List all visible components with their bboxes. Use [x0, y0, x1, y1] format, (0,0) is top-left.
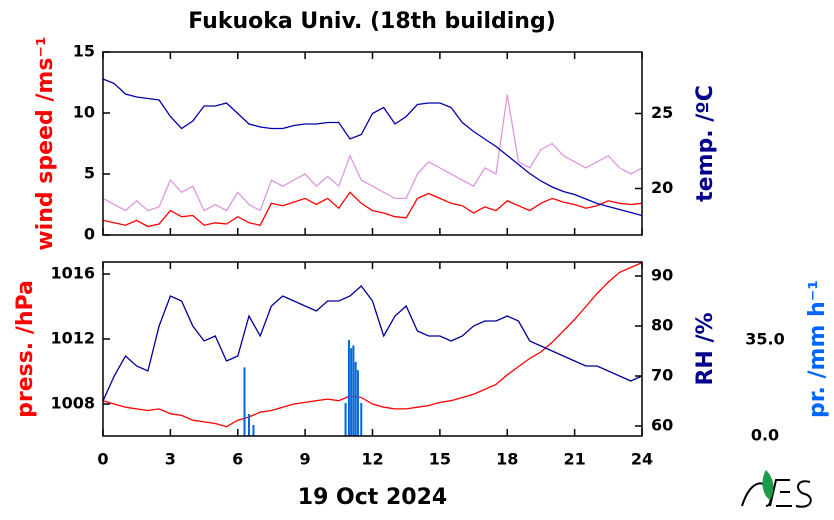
series-line	[102, 262, 643, 428]
precip-bar	[352, 345, 355, 436]
logo	[741, 470, 812, 508]
precip-bar	[350, 348, 353, 436]
x-tick-label: 24	[631, 450, 653, 469]
y-tick-label: 15	[73, 42, 95, 61]
x-tick-label: 6	[232, 450, 243, 469]
plot-frame	[102, 261, 643, 437]
y2-tick-label: 90	[651, 266, 673, 285]
y2-axis-label: temp. /ºC	[693, 85, 718, 202]
y-axis-label: press. /hPa	[13, 280, 38, 418]
x-axis-label: 19 Oct 2024	[298, 485, 447, 510]
y-tick-label: 1008	[50, 393, 95, 412]
x-tick-label: 9	[300, 450, 311, 469]
y2-tick-label: 80	[651, 316, 673, 335]
precip-bar	[354, 361, 357, 436]
x-tick-label: 18	[496, 450, 518, 469]
y-tick-label: 5	[84, 164, 95, 183]
series-line	[102, 285, 643, 402]
chart-title: Fukuoka Univ. (18th building)	[188, 9, 556, 34]
precip-bar	[356, 370, 359, 436]
y3-tick-label: 0.0	[751, 426, 779, 445]
y-axis-label: wind speed /ms⁻¹	[33, 36, 58, 250]
x-tick-label: 21	[563, 450, 585, 469]
series-line	[102, 78, 643, 217]
series-line	[102, 94, 643, 212]
precip-bar	[252, 425, 255, 436]
y-tick-label: 1012	[50, 329, 95, 348]
x-tick-label: 0	[97, 450, 108, 469]
precip-bar	[243, 367, 246, 436]
plot-frame	[102, 51, 643, 236]
x-tick-label: 3	[165, 450, 176, 469]
y3-axis-label: pr. /mm h⁻¹	[805, 280, 830, 418]
precip-bar	[247, 414, 250, 436]
x-tick-label: 15	[429, 450, 451, 469]
y-tick-label: 1016	[50, 264, 95, 283]
y3-tick-label: 35.0	[745, 329, 784, 348]
y-tick-label: 0	[84, 225, 95, 244]
y2-tick-label: 25	[651, 103, 673, 122]
x-tick-label: 12	[361, 450, 383, 469]
precip-bar	[360, 403, 363, 436]
y-tick-label: 10	[73, 103, 95, 122]
precip-bar	[344, 403, 347, 436]
y2-tick-label: 20	[651, 178, 673, 197]
series-line	[102, 191, 643, 228]
y2-axis-label: RH /%	[693, 312, 718, 385]
precip-bar	[347, 339, 350, 436]
y2-tick-label: 70	[651, 366, 673, 385]
y2-tick-label: 60	[651, 416, 673, 435]
